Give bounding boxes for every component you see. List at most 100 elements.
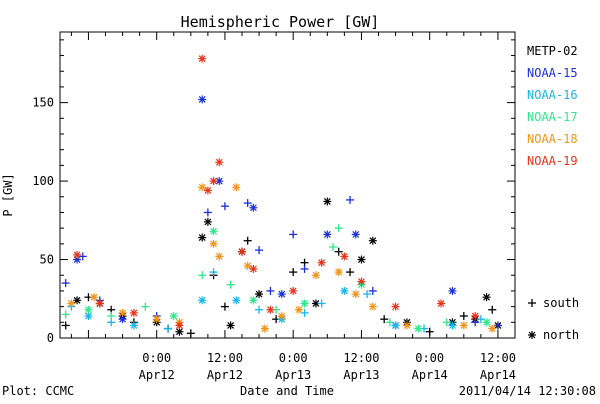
point-north	[249, 296, 258, 305]
point-north	[175, 321, 184, 330]
point-north	[471, 312, 480, 321]
point-south	[300, 264, 309, 273]
point-north	[169, 312, 178, 321]
y-tick-label: 50	[40, 253, 54, 267]
point-north	[84, 305, 93, 314]
point-north	[488, 324, 497, 333]
point-north	[482, 318, 491, 327]
legend-entry: NOAA-17	[527, 110, 578, 124]
marker-legend: south north	[528, 296, 579, 342]
y-tick-label: 150	[32, 96, 54, 110]
point-north	[232, 296, 241, 305]
point-north	[311, 271, 320, 280]
point-north	[152, 315, 161, 324]
legend-entry: NOAA-19	[527, 154, 578, 168]
point-north	[209, 177, 218, 186]
x-tick-label-date: Apr14	[480, 368, 516, 382]
marker-legend-label: north	[543, 328, 579, 342]
point-south	[289, 268, 298, 277]
y-axis-label: P [GW]	[1, 173, 15, 216]
point-north	[437, 299, 446, 308]
point-north	[198, 95, 207, 104]
point-north	[289, 286, 298, 295]
point-north	[357, 255, 366, 264]
point-north	[391, 321, 400, 330]
point-north	[198, 183, 207, 192]
point-south	[346, 268, 355, 277]
point-north	[90, 293, 99, 302]
point-north	[351, 230, 360, 239]
legend-entry: NOAA-15	[527, 66, 578, 80]
x-tick-label-time: 0:00	[279, 351, 308, 365]
data-points	[61, 54, 502, 338]
point-north	[277, 312, 286, 321]
point-north	[448, 286, 457, 295]
point-north	[209, 227, 218, 236]
chart-title: Hemispheric Power [GW]	[181, 13, 380, 31]
point-south	[334, 247, 343, 256]
point-south	[459, 312, 468, 321]
point-north	[323, 230, 332, 239]
footer-credit: Plot: CCMC	[2, 384, 74, 398]
point-north	[238, 247, 246, 256]
marker-legend-symbol	[528, 331, 536, 339]
point-north	[482, 293, 491, 302]
point-south	[220, 302, 229, 311]
x-axis-label: Date and Time	[240, 384, 334, 398]
point-north	[232, 183, 241, 192]
x-axis: 0:00 Apr12 12:00 Apr12 0:00 Apr13 12:00 Apr13 0:…	[70, 32, 516, 382]
marker-legend-symbol	[528, 299, 536, 307]
point-south	[78, 252, 87, 261]
point-north	[249, 203, 258, 212]
point-north	[129, 321, 138, 330]
y-axis: 0 50 100 150	[32, 39, 515, 345]
y-tick-label: 0	[47, 331, 54, 345]
point-north	[368, 302, 377, 311]
point-south	[488, 305, 497, 314]
point-north	[198, 233, 207, 242]
point-south	[220, 202, 229, 211]
point-south	[317, 299, 326, 308]
point-north	[323, 197, 332, 206]
point-north	[203, 217, 212, 226]
point-north	[351, 290, 360, 299]
x-tick-label-date: Apr13	[275, 368, 311, 382]
point-south	[61, 310, 70, 319]
legend-entry: NOAA-16	[527, 88, 578, 102]
marker-legend-label: south	[543, 296, 579, 310]
point-north	[294, 305, 303, 314]
point-south	[329, 242, 337, 251]
point-north	[300, 299, 309, 308]
legend-entry: NOAA-18	[527, 132, 578, 146]
x-tick-label-date: Apr12	[139, 368, 175, 382]
point-north	[255, 290, 264, 299]
point-south	[363, 290, 372, 299]
point-north	[215, 252, 224, 261]
point-north	[203, 186, 212, 195]
point-south	[61, 279, 70, 288]
point-north	[198, 54, 207, 63]
point-north	[73, 296, 82, 305]
point-south	[346, 195, 355, 204]
point-south	[226, 280, 235, 289]
point-south	[198, 271, 207, 280]
point-south	[493, 321, 502, 330]
point-south	[385, 318, 394, 327]
x-tick-label-time: 12:00	[207, 351, 243, 365]
point-south	[255, 305, 264, 314]
point-north	[340, 252, 349, 261]
point-north	[317, 258, 326, 267]
point-north	[448, 321, 457, 330]
point-north	[73, 250, 82, 259]
point-south	[368, 286, 377, 295]
point-north	[243, 261, 252, 270]
point-north	[260, 324, 269, 333]
footer-timestamp: 2011/04/14 12:30:08	[459, 384, 596, 398]
point-south	[300, 308, 309, 317]
x-tick-label-time: 0:00	[142, 351, 171, 365]
point-north	[277, 290, 286, 299]
legend-entry: METP-02	[527, 44, 578, 58]
x-tick-label-time: 0:00	[415, 351, 444, 365]
point-north	[414, 324, 423, 333]
